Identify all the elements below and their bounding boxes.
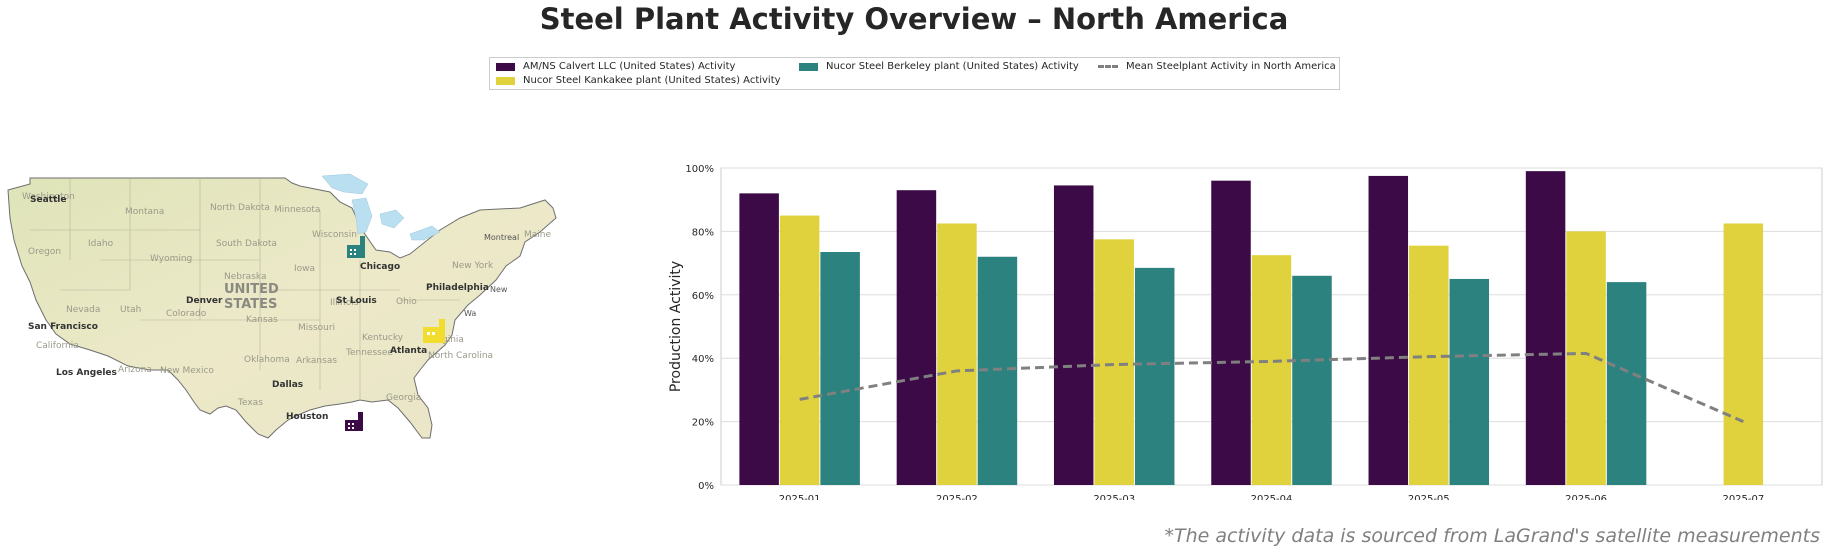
state-label: Minnesota [274,205,320,215]
city-label: Los Angeles [56,368,117,378]
state-label: Nevada [66,305,100,315]
y-tick-label: 20% [692,418,714,429]
state-label: Virginia [430,335,464,345]
bar [1094,239,1134,485]
state-label: South Dakota [216,239,277,249]
bar [896,190,937,485]
bar [1723,223,1764,485]
state-label: Wisconsin [312,230,357,240]
chart-title: Steel Plant Activity Overview – North Am… [539,2,1289,36]
factory-icon-berkeley [423,319,445,343]
x-tick-label: 2025-03 [1093,494,1135,500]
legend-line-mean [1098,65,1118,68]
us-map: Washington Oregon California Nevada Idah… [7,173,557,439]
legend-swatch-kankakee [496,77,515,85]
y-tick-label: 40% [692,354,714,365]
state-label: Maine [524,230,551,240]
mean-line [799,351,1744,423]
state-label: Kansas [246,315,278,325]
y-tick-label: 100% [685,164,714,175]
bar [1292,275,1332,485]
state-label: Nebraska [224,272,266,282]
bar [1449,278,1490,485]
x-tick-label: 2025-05 [1408,494,1450,500]
city-label: Seattle [30,195,66,205]
state-label: Idaho [88,239,114,249]
state-label: Montana [125,207,164,217]
country-label: STATES [224,297,277,312]
state-label: Utah [120,305,141,315]
bar [1053,185,1094,485]
state-label: Iowa [294,264,315,274]
state-label: Georgia [386,393,421,403]
y-tick-label: 0% [698,481,714,492]
city-label: San Francisco [28,322,98,332]
bar [779,215,820,486]
state-label: Colorado [166,309,207,319]
city-label: Dallas [272,380,303,390]
state-label: Texas [237,398,263,408]
bar [820,252,860,485]
bar [1368,175,1409,486]
y-tick-label: 80% [692,227,714,238]
city-label: Atlanta [390,346,427,356]
bar-chart: 0% 20% 40% 60% 80% 100% Production Activity 202… [668,164,1823,500]
legend-label-mean: Mean Steelplant Activity in North Americ… [1126,61,1336,72]
y-axis-label: Production Activity [668,261,684,392]
state-label: Oklahoma [244,355,290,365]
state-label: Kentucky [362,333,404,343]
bar [1606,282,1647,485]
legend-label-kankakee: Nucor Steel Kankakee plant (United State… [523,75,781,86]
state-label: Wyoming [150,254,192,264]
legend-swatch-calvert [496,63,515,71]
x-tick-label: 2025-04 [1251,494,1293,500]
x-tick-label: 2025-07 [1722,494,1764,500]
country-label: UNITED [224,282,279,297]
state-label: Montreal [484,233,519,242]
state-borders [30,178,460,400]
bar [1251,255,1292,485]
city-label: St Louis [336,296,377,306]
legend-label-calvert: AM/NS Calvert LLC (United States) Activi… [523,61,736,72]
legend: AM/NS Calvert LLC (United States) Activi… [489,57,1340,90]
factory-icon-calvert [345,412,363,431]
x-tick-label: 2025-06 [1565,494,1607,500]
state-label: Missouri [298,323,335,333]
bar [739,193,779,486]
bar [1409,245,1449,485]
x-tick-label: 2025-02 [936,494,978,500]
us-landmass [7,177,557,439]
state-label: North Carolina [428,351,493,361]
state-label: New York [452,261,494,271]
bar [1525,171,1566,486]
state-label: Tennessee [345,348,393,358]
state-label: New Mexico [160,366,214,376]
state-label: Ohio [396,297,417,307]
state-label: Arizona [118,365,152,375]
city-label: Chicago [360,262,400,272]
state-label: Arkansas [296,356,337,366]
state-label: Oregon [28,247,61,257]
x-tick-label: 2025-01 [779,494,821,500]
state-label: North Dakota [210,203,270,213]
state-label: California [36,341,79,351]
city-label: Philadelphia [426,283,489,293]
state-label: Washington [22,192,75,202]
city-label: Houston [286,412,328,422]
city-label: Denver [186,296,223,306]
footnote: *The activity data is sourced from LaGra… [1164,525,1820,547]
state-label: New [490,285,508,294]
state-label: Illinois [330,298,359,308]
bar [937,223,977,485]
legend-label-berkeley: Nucor Steel Berkeley plant (United State… [826,61,1079,72]
bar [1134,267,1175,485]
bar [1211,180,1251,485]
state-label: Wa [464,309,476,318]
y-tick-label: 60% [692,291,714,302]
great-lakes [321,173,441,241]
factory-icon-kankakee [347,236,365,258]
legend-swatch-berkeley [799,63,818,71]
